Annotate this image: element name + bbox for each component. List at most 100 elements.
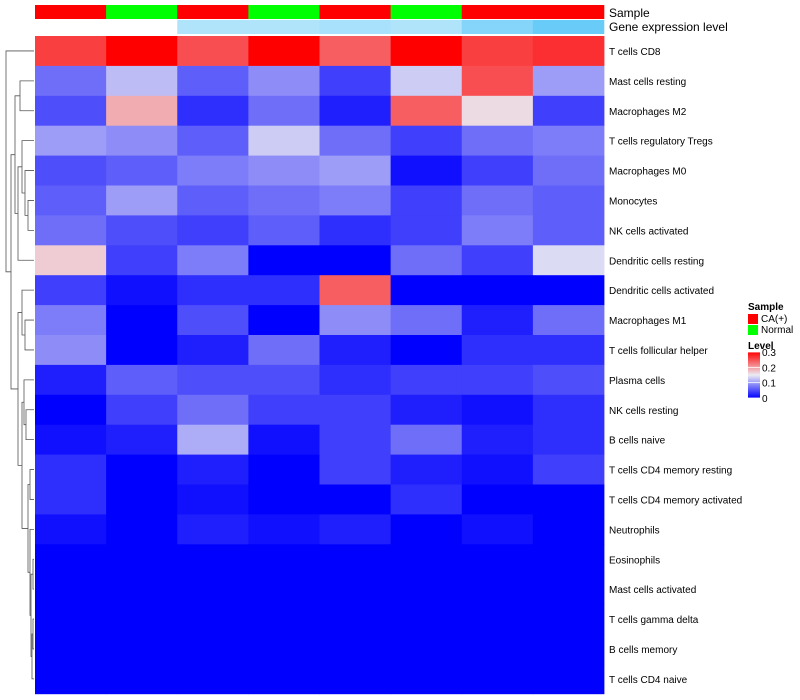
heatmap-cell [177,634,249,665]
heatmap-cell [461,215,534,246]
heatmap-cell [319,424,392,455]
heatmap-cell [35,424,107,455]
heatmap-cell [35,544,107,575]
heatmap-cell [106,634,178,665]
heatmap-cell [35,364,107,396]
heatmap-cell [177,65,249,97]
heatmap-cell [177,514,249,545]
heatmap-cell [319,364,392,396]
heatmap-cell [177,305,249,336]
legend-level-title: Level [748,341,774,352]
expression-annotation-cell [248,20,320,34]
heatmap-cell [35,65,107,97]
row-label: Neutrophils [609,525,660,536]
legend-level-colorbar [748,352,760,398]
heatmap-cell [461,454,534,485]
heatmap-cell [532,275,605,306]
heatmap-cell [319,544,392,575]
heatmap-cell [177,574,249,605]
heatmap-cell [248,275,320,306]
heatmap-cell [461,185,534,216]
row-label: T cells follicular helper [609,346,708,357]
heatmap-cell [248,484,320,515]
row-label: Macrophages M2 [609,107,687,118]
heatmap-cell [532,364,605,396]
heatmap-cell [319,155,392,186]
heatmap-cell [177,185,249,216]
heatmap-cell [319,305,392,336]
row-label: NK cells resting [609,406,678,417]
heatmap-cell [248,335,320,366]
heatmap-cell [390,65,463,97]
row-label: Plasma cells [609,376,665,387]
heatmap-cell [35,36,107,67]
heatmap-cell [319,574,392,605]
dendrogram-branch [27,200,34,231]
sample-annotation-cell [461,5,534,19]
heatmap-cell [106,663,178,695]
row-label: B cells naive [609,436,666,447]
heatmap-cell [390,305,463,336]
row-label: Macrophages M0 [609,167,687,178]
heatmap-cell [532,424,605,455]
heatmap-cell [177,335,249,366]
heatmap-cell [248,215,320,246]
heatmap-cell [319,634,392,665]
heatmap-cell [461,155,534,186]
heatmap-cell [35,484,107,515]
heatmap-cell [177,36,249,67]
heatmap-cell [390,544,463,575]
heatmap-cell [35,394,107,426]
row-label: B cells memory [609,645,677,656]
expression-annotation-cell [35,20,107,34]
row-label: NK cells activated [609,226,688,237]
heatmap-cell [461,125,534,156]
heatmap-cell [532,544,605,575]
heatmap-cell [461,484,534,515]
expression-annotation-cell [390,20,463,34]
sample-annotation-cell [177,5,249,19]
heatmap-cell [319,663,392,695]
heatmap-cell [532,663,605,695]
dendrogram-branch [32,618,34,650]
heatmap-cell [35,634,107,665]
heatmap-cell [177,663,249,695]
heatmap-cell [532,36,605,67]
heatmap-cell [106,305,178,336]
heatmap-cell [532,514,605,545]
heatmap-cell [461,514,534,545]
dendrogram-branch [32,558,34,590]
expression-annotation-cell [532,20,605,34]
heatmap-cell [35,125,107,156]
heatmap-cell [461,663,534,695]
legend-level-tick-label: 0 [762,394,768,405]
heatmap-cell [106,36,178,67]
expression-annotation-cell [461,20,534,34]
heatmap-cell [390,335,463,366]
heatmap-cell [106,155,178,186]
sample-annotation-cell [319,5,391,19]
heatmap-cell [461,604,534,635]
heatmap-cell [177,544,249,575]
row-label: Monocytes [609,196,657,207]
dendrogram-branch [23,379,34,426]
heatmap-cell [177,484,249,515]
heatmap-cell [461,335,534,366]
heatmap-cell [248,454,320,485]
heatmap-cell [319,125,392,156]
legend-sample-label: CA(+) [761,314,787,325]
row-label: Mast cells activated [609,585,696,596]
heatmap-cell [461,65,534,97]
sample-annotation-cell [35,5,107,19]
row-label: Dendritic cells resting [609,256,704,267]
heatmap-cell [532,394,605,426]
heatmap-cell [106,514,178,545]
row-label: T cells CD4 memory activated [609,495,742,506]
heatmap-cell [461,574,534,605]
heatmap-cell [35,245,107,276]
heatmap-cell [390,36,463,67]
heatmap-cell [532,65,605,97]
